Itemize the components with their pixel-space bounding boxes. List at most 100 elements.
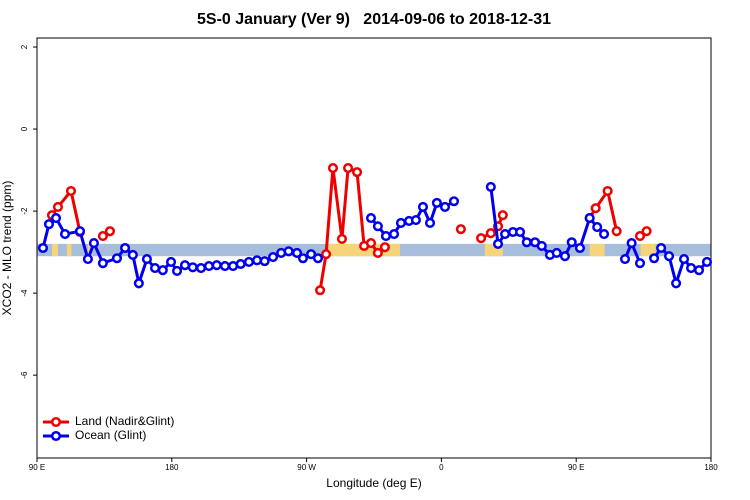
data-point	[439, 201, 451, 213]
data-point	[664, 251, 675, 262]
data-point	[365, 238, 377, 249]
data-point	[476, 233, 487, 244]
data-point	[59, 229, 71, 240]
data-point	[634, 231, 646, 242]
data-point	[127, 249, 138, 261]
data-point	[389, 229, 400, 240]
data-point	[65, 185, 77, 197]
data-point	[641, 226, 652, 237]
data-point	[203, 260, 214, 272]
land-patch	[51, 243, 58, 257]
data-point	[179, 260, 191, 271]
data-point	[195, 263, 207, 274]
data-point	[235, 258, 246, 270]
data-point	[514, 226, 526, 238]
data-point	[500, 229, 511, 240]
x-tick-label: 90 E	[29, 463, 45, 472]
data-point	[82, 254, 93, 265]
data-point	[485, 228, 496, 239]
data-point	[431, 197, 442, 208]
data-point	[37, 242, 49, 254]
data-point	[536, 240, 547, 251]
y-tick-label: -6	[20, 371, 29, 379]
data-point	[626, 238, 637, 249]
data-point	[97, 258, 108, 269]
data-point	[619, 254, 631, 265]
data-point	[372, 221, 383, 232]
data-point	[336, 233, 347, 245]
data-point	[259, 256, 270, 267]
data-point	[343, 162, 354, 174]
data-point	[306, 249, 317, 260]
data-point	[485, 181, 496, 192]
data-point	[380, 231, 392, 242]
y-tick-label: -2	[20, 207, 29, 215]
data-point	[120, 242, 131, 254]
data-point	[50, 213, 62, 224]
data-point	[297, 253, 309, 264]
x-tick-label: 0	[439, 463, 444, 472]
x-tick-label: 180	[704, 463, 718, 472]
legend-label: Ocean (Glint)	[75, 428, 146, 442]
legend-label: Land (Nadir&Glint)	[75, 414, 174, 428]
data-point	[574, 242, 585, 254]
y-axis-label: XCO2 - MLO trend (ppm)	[0, 181, 14, 316]
data-point	[43, 219, 55, 230]
legend: Land (Nadir&Glint)Ocean (Glint)	[43, 414, 174, 442]
data-point	[166, 256, 177, 267]
x-axis-label: Longitude (deg E)	[326, 476, 421, 490]
land-patch	[66, 243, 72, 257]
data-point	[141, 254, 152, 265]
data-point	[97, 231, 108, 242]
data-point	[559, 251, 571, 262]
data-point	[448, 196, 460, 207]
data-point	[424, 217, 436, 229]
data-point	[243, 256, 254, 267]
x-tick-label: 180	[165, 463, 179, 472]
data-point	[551, 247, 562, 258]
data-point	[611, 226, 622, 237]
data-point	[372, 247, 383, 258]
data-point	[149, 263, 161, 274]
chart-title: 5S-0 January (Ver 9) 2014-09-06 to 2018-…	[197, 11, 551, 28]
data-point	[693, 265, 705, 276]
data-point	[634, 258, 646, 269]
data-point	[52, 201, 64, 213]
data-point	[410, 215, 421, 226]
data-point	[590, 203, 601, 214]
legend-marker	[50, 430, 62, 442]
data-point	[219, 260, 231, 272]
data-point	[133, 278, 144, 289]
data-point	[283, 246, 294, 257]
data-point	[455, 224, 466, 235]
data-point	[678, 254, 690, 265]
data-point	[111, 253, 123, 264]
data-point	[701, 256, 713, 267]
data-point	[492, 238, 504, 249]
data-point	[671, 278, 682, 289]
x-tick-label: 90 E	[568, 463, 584, 472]
y-tick-label: -4	[20, 289, 29, 297]
data-point	[291, 247, 303, 258]
data-point	[327, 162, 339, 174]
legend-marker	[50, 416, 62, 428]
data-point	[315, 285, 326, 296]
data-point	[521, 237, 532, 248]
data-point	[602, 185, 613, 197]
data-point	[171, 265, 183, 277]
plot-frame	[36, 37, 712, 459]
x-tick-label: 90 W	[297, 463, 316, 472]
data-point	[352, 167, 363, 178]
data-point	[312, 253, 324, 264]
data-point	[321, 249, 332, 260]
data-point	[365, 213, 377, 224]
data-point	[686, 263, 697, 274]
data-point	[599, 229, 610, 240]
data-point	[566, 237, 577, 248]
data-point	[187, 262, 198, 273]
data-point	[592, 222, 603, 233]
data-point	[379, 242, 390, 253]
data-point	[267, 251, 279, 263]
data-point	[104, 226, 115, 237]
